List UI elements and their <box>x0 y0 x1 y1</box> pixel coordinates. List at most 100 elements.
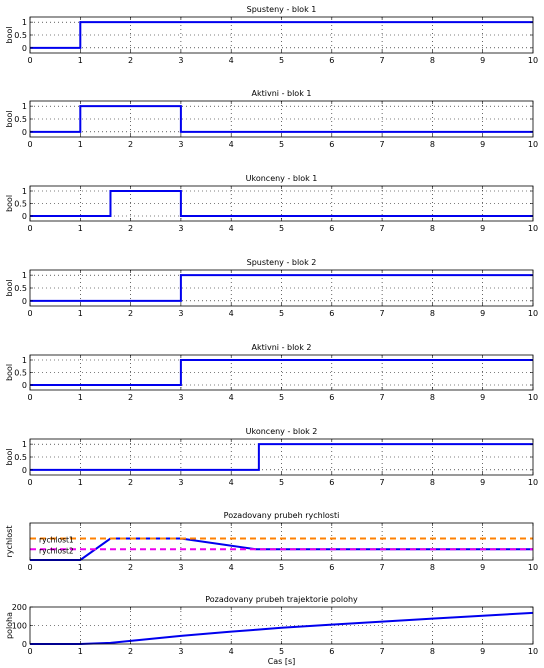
x-tick-label: 9 <box>480 647 485 656</box>
x-tick-label: 2 <box>128 647 133 656</box>
x-tick-label: 4 <box>229 224 234 233</box>
x-tick-label: 5 <box>279 647 284 656</box>
y-axis-label: poloha <box>5 612 14 639</box>
x-tick-label: 2 <box>128 140 133 149</box>
x-tick-label: 0 <box>27 140 32 149</box>
x-tick-label: 1 <box>78 647 83 656</box>
x-tick-label: 8 <box>430 478 435 487</box>
x-tick-label: 8 <box>430 140 435 149</box>
y-tick-label: 0.5 <box>14 284 27 293</box>
chart-title: Spusteny - blok 1 <box>247 5 317 14</box>
x-tick-label: 4 <box>229 563 234 572</box>
x-tick-label: 1 <box>78 309 83 318</box>
series-line-1 <box>30 274 533 302</box>
chart-title: Ukonceny - blok 2 <box>246 427 318 436</box>
x-tick-label: 3 <box>178 56 183 65</box>
y-axis-label: bool <box>5 279 14 296</box>
x-tick-label: 2 <box>128 478 133 487</box>
subplot-6: 0 1 2 3 4 5 6 7 8 9 10 0 0.5 1 Ukonceny - blok 2 bool <box>5 427 538 487</box>
x-tick-label: 3 <box>178 309 183 318</box>
chart-title: Pozadovany prubeh rychlosti <box>224 511 340 520</box>
x-tick-label: 0 <box>27 478 32 487</box>
x-tick-label: 0 <box>27 309 32 318</box>
x-tick-label: 8 <box>430 224 435 233</box>
x-tick-label: 2 <box>128 563 133 572</box>
x-tick-label: 3 <box>178 224 183 233</box>
x-tick-label: 1 <box>78 224 83 233</box>
x-tick-label: 9 <box>480 224 485 233</box>
x-tick-label: 6 <box>329 393 334 402</box>
x-tick-label: 6 <box>329 224 334 233</box>
y-tick-label: 0.5 <box>14 200 27 209</box>
y-axis-label: bool <box>5 110 14 127</box>
x-tick-label: 5 <box>279 563 284 572</box>
x-tick-label: 6 <box>329 563 334 572</box>
x-tick-label: 7 <box>380 140 385 149</box>
y-tick-label: 1 <box>22 440 27 449</box>
annotation-label: rychlost2 <box>39 546 74 555</box>
x-tick-label: 0 <box>27 224 32 233</box>
y-tick-label: 0 <box>22 128 27 137</box>
x-tick-label: 5 <box>279 56 284 65</box>
y-tick-label: 1 <box>22 271 27 280</box>
y-axis-label: bool <box>5 364 14 381</box>
x-tick-label: 1 <box>78 478 83 487</box>
grid <box>80 523 484 560</box>
x-tick-label: 8 <box>430 393 435 402</box>
x-tick-label: 7 <box>380 478 385 487</box>
x-tick-label: 0 <box>27 393 32 402</box>
x-tick-label: 7 <box>380 224 385 233</box>
x-tick-label: 8 <box>430 647 435 656</box>
x-tick-label: 1 <box>78 393 83 402</box>
x-tick-label: 9 <box>480 563 485 572</box>
x-tick-label: 6 <box>329 309 334 318</box>
x-tick-label: 10 <box>528 140 538 149</box>
x-tick-label: 1 <box>78 56 83 65</box>
x-tick-label: 5 <box>279 309 284 318</box>
x-tick-label: 5 <box>279 393 284 402</box>
x-tick-label: 9 <box>480 393 485 402</box>
subplot-1: 0 1 2 3 4 5 6 7 8 9 10 0 0.5 1 Spusteny - blok 1 bool <box>5 5 538 65</box>
x-tick-label: 8 <box>430 563 435 572</box>
x-tick-label: 4 <box>229 478 234 487</box>
y-tick-label: 0 <box>22 44 27 53</box>
subplot-3: 0 1 2 3 4 5 6 7 8 9 10 0 0.5 1 Ukonceny - blok 1 bool <box>5 174 538 233</box>
x-tick-label: 5 <box>279 224 284 233</box>
y-tick-label: 0.5 <box>14 31 27 40</box>
subplot-4: 0 1 2 3 4 5 6 7 8 9 10 0 0.5 1 Spusteny - blok 2 bool <box>5 258 538 318</box>
y-tick-label: 1 <box>22 18 27 27</box>
chart-title: Pozadovany prubeh trajektorie polohy <box>205 595 358 604</box>
y-tick-label: 1 <box>22 102 27 111</box>
x-tick-label: 8 <box>430 56 435 65</box>
x-tick-label: 2 <box>128 56 133 65</box>
x-tick-label: 4 <box>229 647 234 656</box>
x-tick-label: 7 <box>380 309 385 318</box>
x-tick-label: 2 <box>128 224 133 233</box>
x-tick-label: 4 <box>229 309 234 318</box>
x-tick-label: 5 <box>279 140 284 149</box>
x-tick-label: 10 <box>528 563 538 572</box>
chart-title: Spusteny - blok 2 <box>247 258 317 267</box>
x-tick-label: 10 <box>528 478 538 487</box>
x-tick-label: 2 <box>128 309 133 318</box>
y-tick-label: 0.5 <box>14 453 27 462</box>
x-tick-label: 5 <box>279 478 284 487</box>
x-tick-label: 0 <box>27 563 32 572</box>
x-tick-label: 4 <box>229 56 234 65</box>
x-tick-label: 9 <box>480 140 485 149</box>
chart-title: Ukonceny - blok 1 <box>246 174 318 183</box>
x-tick-label: 9 <box>480 478 485 487</box>
x-tick-label: 6 <box>329 140 334 149</box>
x-tick-label: 1 <box>78 563 83 572</box>
y-tick-label: 0.5 <box>14 115 27 124</box>
grid <box>30 607 533 644</box>
series-line-1 <box>30 21 533 49</box>
x-tick-label: 3 <box>178 478 183 487</box>
x-tick-label: 7 <box>380 647 385 656</box>
x-tick-label: 7 <box>380 563 385 572</box>
subplot-2: 0 1 2 3 4 5 6 7 8 9 10 0 0.5 1 Aktivni - blok 1 bool <box>5 89 538 149</box>
x-tick-label: 10 <box>528 393 538 402</box>
x-tick-label: 4 <box>229 140 234 149</box>
x-tick-label: 2 <box>128 393 133 402</box>
